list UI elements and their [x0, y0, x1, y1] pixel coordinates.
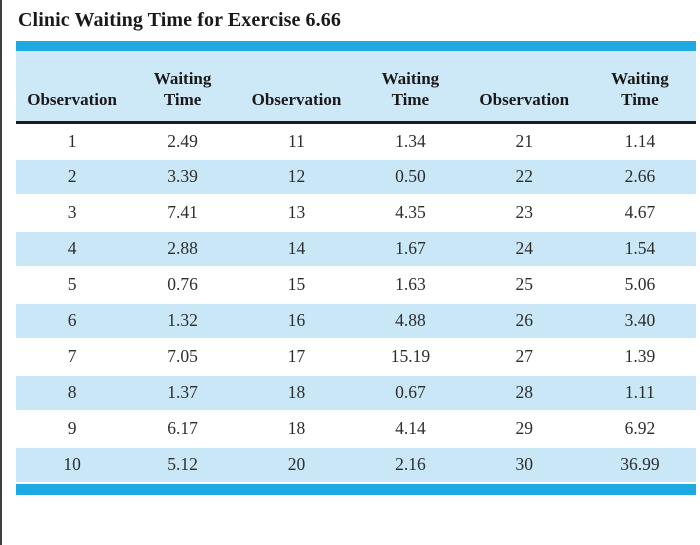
- table-cell: 1: [67, 130, 77, 151]
- page: Clinic Waiting Time for Exercise 6.66 Ob…: [16, 9, 696, 495]
- table-cell: 4.67: [624, 202, 656, 223]
- table-cell: 5.12: [167, 454, 198, 475]
- table-cell: 9: [67, 418, 77, 439]
- table-cell: 22: [515, 166, 534, 187]
- table-cell: 7: [67, 346, 77, 367]
- table-cell: 28: [515, 382, 534, 403]
- table-cell: 18: [287, 418, 306, 439]
- table-cell: 8: [67, 382, 77, 403]
- table-cell: 4.88: [395, 310, 426, 331]
- table-cell: 2.66: [624, 166, 656, 187]
- table-cell: 7.05: [167, 346, 198, 367]
- table-cell: 6.17: [167, 418, 198, 439]
- table-cell: 15: [287, 274, 306, 295]
- table-cell: 11: [288, 130, 305, 151]
- table-row: 4 2.88 14 1.67 24 1.54: [16, 230, 696, 267]
- table-cell: 24: [515, 238, 534, 259]
- table-cell: 3.40: [624, 310, 656, 331]
- table-cell: 2.16: [395, 454, 426, 475]
- table-cell: 2.88: [167, 238, 198, 259]
- table-cell: 30: [515, 454, 534, 475]
- table-row: 1 2.49 11 1.34 21 1.14: [16, 122, 696, 159]
- table-cell: 6.92: [624, 418, 656, 439]
- table-row: 7 7.05 17 15.19 27 1.39: [16, 338, 696, 375]
- table-cell: 4.35: [395, 202, 426, 223]
- table-cell: 3.39: [167, 166, 198, 187]
- table-cell: 1.34: [395, 130, 426, 151]
- table-header: Observation Waiting Time Observation Wai…: [16, 51, 696, 125]
- table-cell: 10: [63, 454, 81, 475]
- table-cell: 1.11: [624, 382, 655, 403]
- table-cell: 26: [515, 310, 534, 331]
- table-bottom-accent-bar: [16, 483, 696, 495]
- table-cell: 25: [515, 274, 534, 295]
- table-cell: 16: [287, 310, 306, 331]
- table-cell: 15.19: [390, 346, 431, 367]
- page-title: Clinic Waiting Time for Exercise 6.66: [18, 9, 341, 31]
- data-table: Observation Waiting Time Observation Wai…: [16, 51, 696, 484]
- table-row: 5 0.76 15 1.63 25 5.06: [16, 266, 696, 303]
- table-cell: 0.76: [167, 274, 198, 295]
- table-cell: 12: [287, 166, 306, 187]
- table-row: 9 6.17 18 4.14 29 6.92: [16, 410, 696, 447]
- table-cell: 4.14: [395, 418, 426, 439]
- table-cell: 27: [515, 346, 534, 367]
- column-header-waiting-time-2: Waiting Time: [355, 51, 465, 125]
- table-row: 8 1.37 18 0.67 28 1.11: [16, 374, 696, 411]
- table-cell: 1.37: [167, 382, 198, 403]
- clinic-waiting-time-table: Observation Waiting Time Observation Wai…: [16, 41, 696, 495]
- table-row: 6 1.32 16 4.88 26 3.40: [16, 302, 696, 339]
- table-cell: 1.63: [395, 274, 426, 295]
- table-cell: 4: [67, 238, 77, 259]
- table-cell: 1.54: [624, 238, 656, 259]
- column-header-observation-1: Observation: [16, 51, 129, 125]
- table-row: 2 3.39 12 0.50 22 2.66: [16, 158, 696, 195]
- table-cell: 17: [287, 346, 306, 367]
- column-header-observation-3: Observation: [464, 51, 584, 125]
- table-cell: 1.32: [167, 310, 198, 331]
- table-cell: 5.06: [624, 274, 656, 295]
- table-row: 10 5.12 20 2.16 30 36.99: [16, 446, 696, 483]
- table-cell: 29: [515, 418, 534, 439]
- scan-edge-line: [0, 0, 2, 545]
- table-cell: 0.67: [395, 382, 426, 403]
- table-cell: 18: [287, 382, 306, 403]
- table-cell: 2.49: [167, 130, 198, 151]
- table-cell: 2: [67, 166, 77, 187]
- table-cell: 6: [67, 310, 77, 331]
- table-cell: 5: [67, 274, 77, 295]
- table-cell: 23: [515, 202, 534, 223]
- table-cell: 7.41: [167, 202, 198, 223]
- table-cell: 36.99: [620, 454, 660, 475]
- table-cell: 1.67: [395, 238, 426, 259]
- table-cell: 1.39: [624, 346, 656, 367]
- column-header-waiting-time-1: Waiting Time: [128, 51, 237, 125]
- table-cell: 13: [287, 202, 306, 223]
- table-row: 3 7.41 13 4.35 23 4.67: [16, 194, 696, 231]
- table-header-row: Observation Waiting Time Observation Wai…: [16, 51, 696, 125]
- table-cell: 1.14: [624, 130, 656, 151]
- column-header-observation-2: Observation: [236, 51, 356, 125]
- table-cell: 3: [67, 202, 77, 223]
- column-header-waiting-time-3: Waiting Time: [583, 51, 696, 125]
- table-cell: 0.50: [395, 166, 426, 187]
- table-top-accent-bar: [16, 41, 696, 51]
- table-cell: 20: [287, 454, 306, 475]
- table-cell: 21: [515, 130, 534, 151]
- table-cell: 14: [287, 238, 306, 259]
- table-body: 1 2.49 11 1.34 21 1.14 2 3.39 12 0.50 22 2.66 3 7.41 1…: [16, 122, 696, 483]
